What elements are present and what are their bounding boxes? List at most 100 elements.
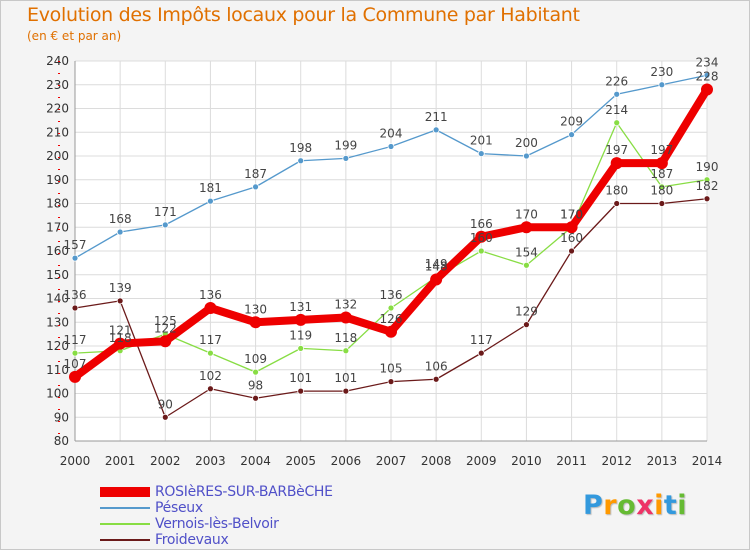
x-tick-label: 2009	[466, 454, 497, 468]
data-label: 180	[605, 184, 628, 198]
data-label: 180	[650, 184, 673, 198]
data-label: 230	[650, 65, 673, 79]
data-label: 157	[64, 238, 87, 252]
data-point	[339, 311, 352, 324]
data-label: 130	[244, 302, 267, 316]
data-label: 168	[109, 212, 132, 226]
data-point	[475, 230, 488, 243]
data-point	[249, 316, 262, 329]
x-tick-label: 2006	[331, 454, 362, 468]
data-label: 209	[560, 115, 583, 129]
legend-item: Froidevaux	[100, 532, 400, 548]
data-point	[568, 131, 575, 139]
x-tick-label: 2007	[376, 454, 407, 468]
data-point	[432, 126, 440, 134]
data-point	[523, 321, 530, 329]
data-label: 190	[696, 160, 719, 174]
data-point	[701, 83, 713, 96]
data-point	[703, 195, 711, 203]
data-point	[568, 247, 575, 255]
data-point	[658, 81, 666, 89]
data-label: 101	[289, 371, 312, 385]
data-point	[207, 349, 214, 357]
data-point	[520, 221, 533, 234]
x-tick-label: 2005	[285, 454, 316, 468]
data-label: 106	[425, 359, 448, 373]
data-label: 132	[334, 298, 357, 312]
data-label: 160	[560, 231, 583, 245]
data-point	[613, 200, 621, 207]
data-point	[342, 347, 350, 355]
data-point	[207, 385, 214, 393]
data-label: 90	[158, 397, 173, 411]
data-label: 149	[425, 257, 448, 271]
data-label: 121	[109, 324, 132, 338]
legend-swatch	[100, 523, 150, 525]
y-tick-label: 150	[46, 268, 69, 282]
data-point	[114, 337, 127, 350]
data-label: 197	[650, 143, 673, 157]
data-label: 109	[244, 352, 267, 366]
legend-item: ROSIèRES-SUR-BARBèCHE	[100, 484, 400, 500]
data-point	[71, 349, 79, 357]
logo-letter: i	[654, 490, 664, 521]
y-tick-label: 80	[54, 434, 69, 448]
logo-letter: o	[617, 490, 637, 521]
logo-letter: t	[663, 490, 678, 521]
legend-swatch	[100, 507, 150, 509]
legend-swatch	[100, 487, 150, 497]
data-label: 122	[154, 321, 177, 335]
y-tick-label: 230	[46, 78, 69, 92]
proxiti-logo: Proxiti	[583, 490, 687, 521]
data-label: 211	[425, 110, 448, 124]
data-label: 201	[470, 134, 493, 148]
data-label: 154	[515, 245, 538, 259]
data-point	[297, 344, 305, 352]
data-point	[204, 302, 217, 314]
data-label: 166	[470, 217, 493, 231]
data-label: 234	[696, 55, 719, 69]
data-point	[116, 228, 124, 236]
data-label: 136	[199, 288, 222, 302]
data-point	[342, 387, 350, 395]
legend-label: ROSIèRES-SUR-BARBèCHE	[155, 484, 333, 500]
data-label: 119	[289, 328, 312, 342]
data-point	[297, 387, 305, 395]
data-point	[523, 261, 530, 269]
data-point	[69, 370, 81, 383]
data-point	[207, 197, 214, 205]
x-tick-label: 2013	[647, 454, 678, 468]
legend-label: Froidevaux	[155, 532, 229, 548]
data-point	[477, 150, 485, 158]
data-point	[430, 273, 443, 286]
legend-label: Péseux	[155, 500, 203, 516]
data-point	[523, 152, 530, 160]
data-point	[477, 247, 485, 255]
data-label: 125	[154, 314, 177, 328]
chart-title: Evolution des Impôts locaux pour la Comm…	[27, 4, 580, 26]
data-point	[655, 157, 668, 170]
y-tick-label: 90	[54, 410, 69, 424]
data-point	[387, 304, 395, 312]
data-point	[71, 254, 79, 262]
y-tick-label: 240	[46, 54, 69, 68]
data-label: 204	[380, 127, 403, 141]
x-tick-label: 2014	[692, 454, 723, 468]
y-tick-label: 220	[46, 102, 69, 116]
data-point	[159, 335, 172, 348]
y-tick-label: 180	[46, 197, 69, 211]
legend-item: Péseux	[100, 500, 400, 516]
data-point	[385, 325, 397, 338]
x-tick-label: 2011	[556, 454, 587, 468]
data-point	[297, 157, 305, 165]
data-label: 117	[199, 333, 222, 347]
data-point	[432, 375, 440, 383]
data-label: 187	[244, 167, 267, 181]
data-point	[613, 119, 621, 127]
y-tick-label: 190	[46, 173, 69, 187]
y-tick-label: 170	[46, 220, 69, 234]
x-tick-label: 2012	[601, 454, 632, 468]
data-point	[477, 349, 485, 357]
data-label: 101	[334, 371, 357, 385]
data-label: 105	[380, 362, 403, 376]
